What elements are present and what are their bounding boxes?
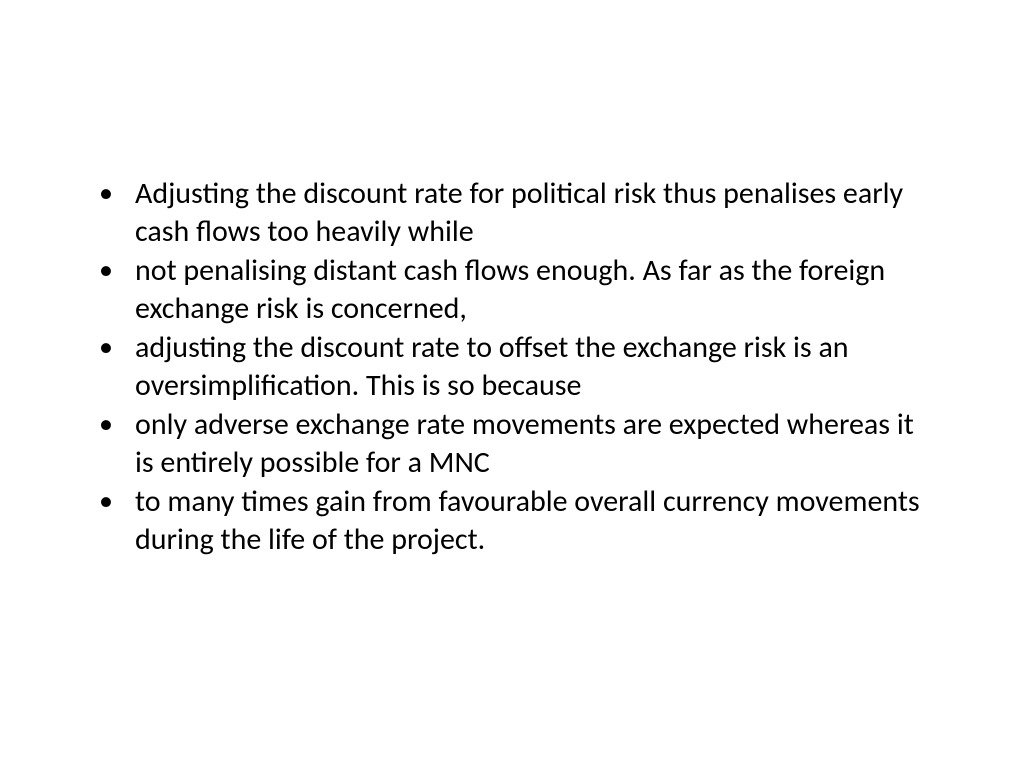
bullet-item: not penalising distant cash flows enough…	[85, 252, 939, 327]
bullet-list: Adjusting the discount rate for politica…	[85, 175, 939, 558]
bullet-item: Adjusting the discount rate for politica…	[85, 175, 939, 250]
bullet-item: to many times gain from favourable overa…	[85, 483, 939, 558]
bullet-item: adjusting the discount rate to offset th…	[85, 329, 939, 404]
bullet-item: only adverse exchange rate movements are…	[85, 406, 939, 481]
